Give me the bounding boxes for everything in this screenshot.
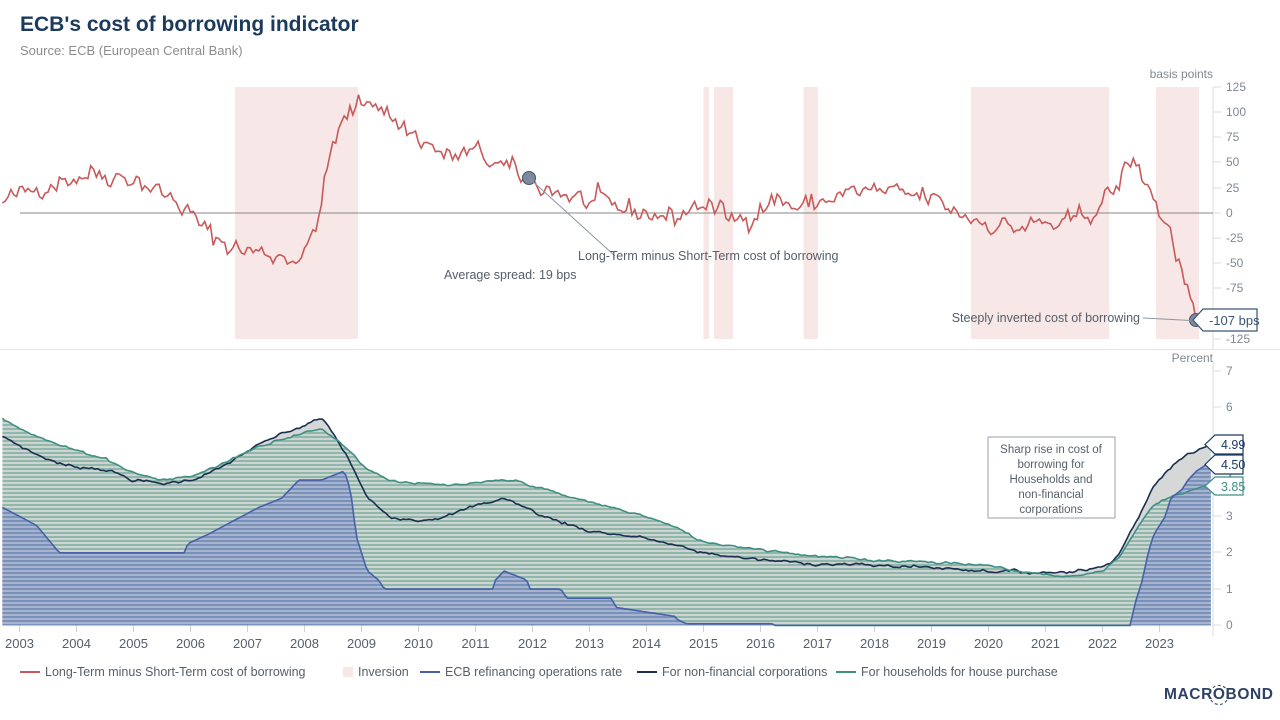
svg-text:2016: 2016 [746,636,775,651]
svg-text:25: 25 [1226,181,1240,195]
svg-text:0: 0 [1226,206,1233,220]
svg-text:100: 100 [1226,105,1246,119]
svg-text:75: 75 [1226,130,1240,144]
svg-text:125: 125 [1226,80,1246,94]
svg-text:Long-Term minus Short-Term cos: Long-Term minus Short-Term cost of borro… [45,665,306,679]
svg-text:2003: 2003 [5,636,34,651]
svg-text:2021: 2021 [1031,636,1060,651]
svg-text:For non-financial corporations: For non-financial corporations [662,665,827,679]
svg-text:basis points: basis points [1150,67,1213,81]
svg-text:corporations: corporations [1019,504,1083,516]
svg-text:Inversion: Inversion [358,665,409,679]
svg-text:3.85: 3.85 [1221,480,1245,494]
svg-text:2013: 2013 [575,636,604,651]
svg-text:50: 50 [1226,155,1240,169]
svg-text:-25: -25 [1226,231,1244,245]
svg-text:Percent: Percent [1172,351,1214,365]
svg-text:2009: 2009 [347,636,376,651]
svg-text:2015: 2015 [689,636,718,651]
svg-text:-75: -75 [1226,281,1244,295]
svg-text:Long-Term minus Short-Term cos: Long-Term minus Short-Term cost of borro… [578,249,839,263]
svg-text:2006: 2006 [176,636,205,651]
svg-text:ECB refinancing operations rat: ECB refinancing operations rate [445,665,622,679]
svg-text:4.99: 4.99 [1221,438,1245,452]
svg-text:2014: 2014 [632,636,661,651]
svg-text:2005: 2005 [119,636,148,651]
svg-text:Average spread: 19 bps: Average spread: 19 bps [444,268,577,282]
svg-text:2007: 2007 [233,636,262,651]
svg-text:Households and: Households and [1009,474,1092,486]
svg-text:7: 7 [1226,364,1233,378]
svg-text:-107 bps: -107 bps [1209,313,1260,328]
svg-text:2023: 2023 [1145,636,1174,651]
svg-text:For households for house purch: For households for house purchase [861,665,1058,679]
svg-text:1: 1 [1226,582,1233,596]
svg-text:2018: 2018 [860,636,889,651]
svg-text:0: 0 [1226,618,1233,632]
svg-text:2022: 2022 [1088,636,1117,651]
svg-text:2008: 2008 [290,636,319,651]
svg-text:6: 6 [1226,400,1233,414]
svg-text:borrowing for: borrowing for [1017,459,1084,471]
svg-text:2020: 2020 [974,636,1003,651]
svg-text:Sharp rise in cost of: Sharp rise in cost of [1000,444,1102,456]
svg-text:3: 3 [1226,509,1233,523]
svg-text:2019: 2019 [917,636,946,651]
svg-text:2017: 2017 [803,636,832,651]
svg-text:2011: 2011 [462,636,490,651]
svg-text:4.50: 4.50 [1221,458,1245,472]
svg-text:2004: 2004 [62,636,91,651]
svg-text:2012: 2012 [518,636,547,651]
svg-text:non-financial: non-financial [1018,489,1083,501]
svg-text:-50: -50 [1226,256,1244,270]
svg-text:2010: 2010 [404,636,433,651]
svg-text:-125: -125 [1226,332,1250,346]
svg-text:2: 2 [1226,545,1233,559]
svg-text:Steeply inverted cost of borro: Steeply inverted cost of borrowing [952,311,1140,325]
